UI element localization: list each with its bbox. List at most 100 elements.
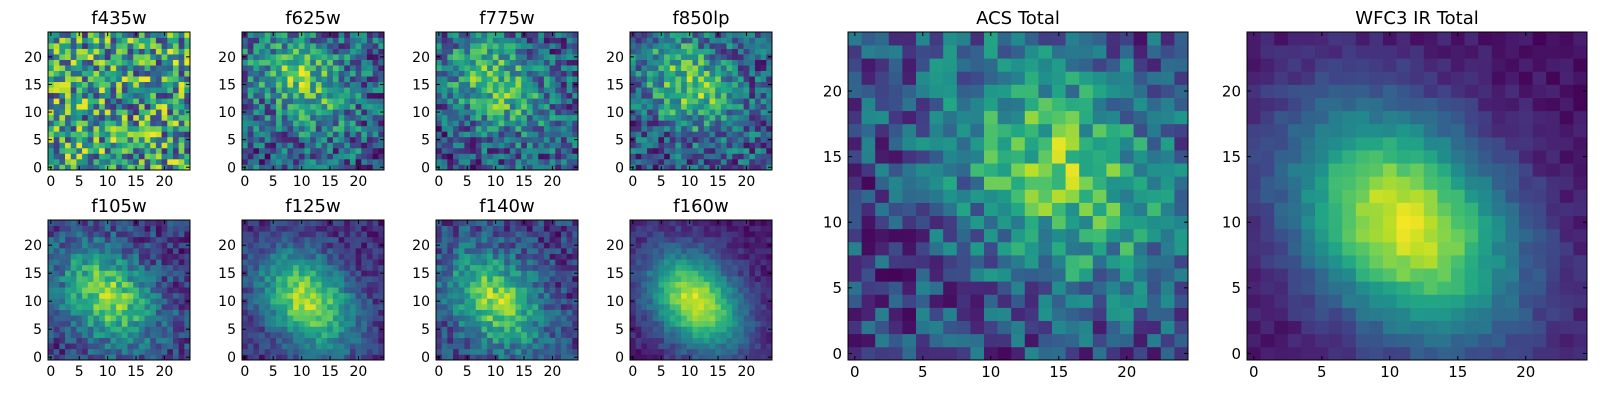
heatmap-cell (641, 348, 648, 355)
heatmap-cell (436, 231, 443, 238)
heatmap-cell (121, 164, 128, 171)
heatmap-cell (515, 248, 522, 254)
heatmap-cell (692, 48, 699, 55)
heatmap-cell (53, 136, 60, 143)
heatmap-cell (669, 76, 676, 83)
heatmap-cell (521, 248, 528, 254)
heatmap-cell (715, 103, 722, 110)
heatmap-cell (658, 76, 665, 83)
heatmap-cell (737, 70, 744, 77)
heatmap-cell (560, 136, 567, 143)
heatmap-cell (304, 70, 311, 77)
heatmap-cell (743, 292, 750, 299)
heatmap-cell (481, 343, 488, 350)
heatmap-cell (327, 70, 334, 77)
heatmap-cell (698, 304, 705, 310)
heatmap-cell (372, 320, 379, 327)
heatmap-cell (447, 231, 454, 238)
heatmap-cell (121, 131, 128, 138)
heatmap-cell (172, 320, 179, 327)
heatmap-cell (242, 337, 249, 344)
heatmap-cell (116, 315, 123, 322)
heatmap-cell (155, 236, 162, 243)
heatmap-cell (481, 231, 488, 238)
heatmap-cell (720, 92, 727, 99)
heatmap-cell (630, 37, 637, 44)
heatmap-cell (70, 59, 77, 66)
heatmap-cell (532, 136, 539, 143)
heatmap-cell (259, 248, 266, 254)
heatmap-cell (70, 43, 77, 49)
heatmap-cell (259, 136, 266, 143)
heatmap-cell (298, 304, 305, 310)
heatmap-cell (749, 304, 756, 310)
heatmap-cell (543, 76, 550, 83)
heatmap-cell (281, 48, 288, 55)
heatmap-cell (487, 220, 494, 226)
heatmap-cell (464, 142, 471, 149)
heatmap-cell (349, 164, 356, 171)
heatmap-cell (664, 32, 671, 38)
heatmap-cell (458, 120, 465, 127)
heatmap-cell (526, 276, 533, 282)
heatmap-cell (264, 236, 271, 243)
heatmap-cell (555, 109, 562, 116)
heatmap-cell (669, 131, 676, 138)
heatmap-cell (453, 131, 460, 138)
heatmap-cell (65, 281, 72, 288)
heatmap-cell (59, 281, 66, 288)
heatmap-cell (87, 259, 94, 266)
heatmap-cell (242, 236, 249, 243)
heatmap-cell (447, 248, 454, 254)
heatmap-cell (532, 343, 539, 350)
heatmap-cell (127, 287, 134, 294)
heatmap-cell (498, 253, 505, 260)
heatmap-cell (720, 48, 727, 55)
heatmap-cell (572, 337, 579, 344)
heatmap-cell (93, 354, 100, 361)
heatmap-cell (475, 109, 482, 116)
heatmap-cell (447, 131, 454, 138)
heatmap-cell (99, 320, 106, 327)
heatmap-cell (178, 158, 185, 165)
heatmap-cell (509, 81, 516, 88)
heatmap-cell (270, 315, 277, 322)
heatmap-cell (635, 354, 642, 361)
heatmap-cell (441, 114, 448, 121)
heatmap-cell (754, 43, 761, 49)
heatmap-cell (754, 59, 761, 66)
heatmap-cell (178, 120, 185, 127)
heatmap-cell (647, 87, 654, 94)
heatmap-cell (70, 253, 77, 260)
heatmap-cell (76, 309, 83, 316)
heatmap-cell (349, 292, 356, 299)
heatmap-cell (709, 348, 716, 355)
heatmap-cell (549, 236, 556, 243)
heatmap-cell (270, 320, 277, 327)
heatmap-cell (172, 309, 179, 316)
heatmap-cell (321, 354, 328, 361)
heatmap-cell (70, 98, 77, 105)
heatmap-cell (276, 142, 283, 149)
heatmap-cell (543, 248, 550, 254)
heatmap-cell (737, 304, 744, 310)
heatmap-cell (504, 136, 511, 143)
heatmap-cell (321, 281, 328, 288)
heatmap-cell (276, 315, 283, 322)
heatmap-cell (441, 242, 448, 249)
heatmap-cell (70, 287, 77, 294)
heatmap-cell (310, 264, 317, 271)
heatmap-cell (686, 320, 693, 327)
heatmap-cell (664, 332, 671, 338)
heatmap-cell (630, 343, 637, 350)
heatmap-cell (48, 248, 55, 254)
heatmap-cell (487, 292, 494, 299)
heatmap-cell (93, 109, 100, 116)
heatmap-cell (344, 270, 351, 277)
heatmap-cell (167, 315, 174, 322)
heatmap-cell (270, 292, 277, 299)
heatmap-cell (48, 103, 55, 110)
heatmap-cell (93, 114, 100, 121)
heatmap-cell (675, 326, 682, 333)
